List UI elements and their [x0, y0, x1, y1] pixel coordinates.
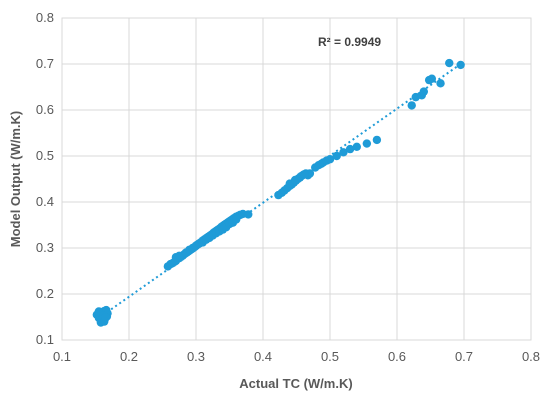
data-point	[352, 142, 361, 151]
data-point	[175, 251, 184, 261]
r-squared-label: R² = 0.9949	[318, 35, 381, 49]
gridlines	[61, 17, 532, 341]
x-tick-label: 0.8	[522, 349, 540, 364]
data-point	[407, 101, 416, 110]
data-point	[101, 313, 110, 322]
plot-frame	[61, 17, 532, 341]
y-axis-title: Model Output (W/m.K)	[8, 111, 23, 247]
data-point	[445, 58, 454, 68]
x-axis-title: Actual TC (W/m.K)	[239, 376, 352, 391]
x-tick-label: 0.6	[388, 349, 406, 364]
y-tick-label: 0.4	[36, 194, 54, 209]
x-tick-label: 0.2	[120, 349, 138, 364]
y-tick-label: 0.8	[36, 10, 54, 25]
data-point	[362, 139, 372, 148]
x-tick-labels: 0.1 0.2 0.3 0.4 0.5 0.6 0.7 0.8	[53, 349, 540, 364]
y-tick-label: 0.2	[36, 286, 54, 301]
data-point	[345, 144, 355, 154]
data-point	[372, 135, 382, 145]
data-point	[332, 151, 341, 161]
data-point	[232, 215, 241, 224]
data-point	[427, 74, 437, 83]
y-tick-label: 0.3	[36, 240, 54, 255]
x-tick-label: 0.5	[321, 349, 339, 364]
y-tick-labels: 0.1 0.2 0.3 0.4 0.5 0.6 0.7 0.8	[36, 10, 54, 347]
y-tick-label: 0.1	[36, 332, 54, 347]
x-tick-label: 0.3	[187, 349, 205, 364]
data-point	[300, 170, 309, 179]
data-point	[456, 60, 465, 70]
data-point	[419, 87, 428, 96]
data-point	[244, 210, 253, 219]
y-tick-label: 0.5	[36, 148, 54, 163]
y-tick-label: 0.7	[36, 56, 54, 71]
x-tick-label: 0.7	[455, 349, 473, 364]
data-point	[436, 79, 445, 88]
y-tick-label: 0.6	[36, 102, 54, 117]
data-point	[325, 155, 335, 164]
data-points	[92, 58, 465, 327]
x-tick-label: 0.4	[254, 349, 272, 364]
data-point	[339, 148, 348, 157]
x-tick-label: 0.1	[53, 349, 71, 364]
